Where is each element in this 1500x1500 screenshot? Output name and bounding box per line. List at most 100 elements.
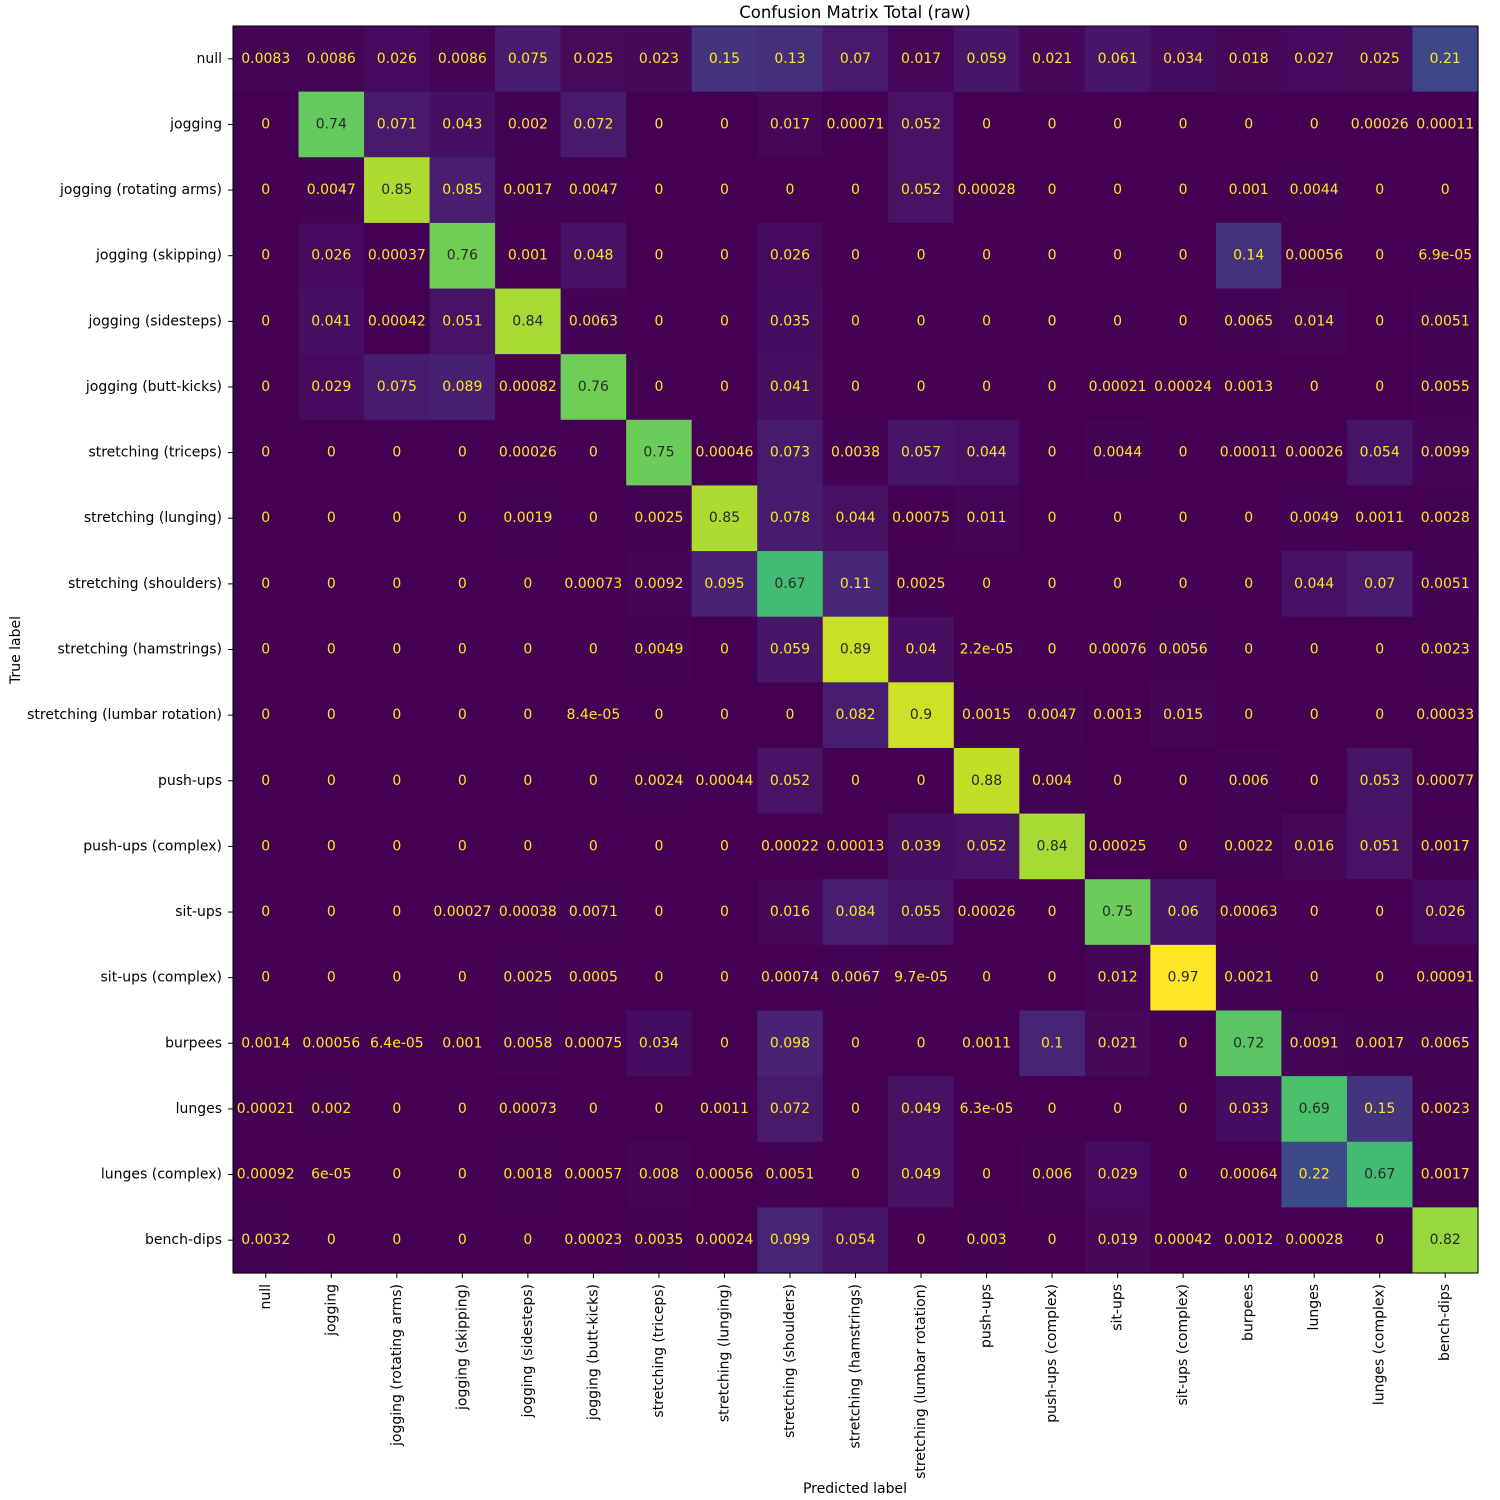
heatmap-cell: [1215, 1141, 1283, 1208]
heatmap-cell: [495, 1010, 562, 1077]
cell-value-label: 0: [458, 838, 467, 854]
cell-value-label: 0.016: [1294, 838, 1334, 854]
x-tick-label: sit-ups (complex): [1175, 1284, 1191, 1405]
cell-value-label: 0.029: [311, 379, 351, 395]
cell-value-label: 0: [523, 707, 532, 723]
cell-value-label: 0.85: [709, 510, 740, 526]
heatmap-cell: [953, 1010, 1020, 1077]
heatmap-cell: [822, 288, 889, 355]
heatmap-cell: [495, 747, 562, 815]
heatmap-cell: [1412, 1076, 1479, 1143]
heatmap-cell: [1150, 879, 1217, 946]
cell-value-label: 0.026: [770, 248, 810, 264]
heatmap-cell: [626, 747, 693, 815]
cell-value-label: 0: [392, 510, 401, 526]
heatmap-cell: [1019, 222, 1086, 290]
heatmap-cell: [560, 1207, 627, 1274]
cell-value-label: 0: [1310, 642, 1319, 658]
heatmap-cell: [757, 288, 824, 355]
cell-value-label: 0: [458, 1167, 467, 1183]
cell-value-label: 0.055: [901, 904, 941, 920]
cell-value-label: 0.059: [967, 51, 1007, 67]
heatmap-cell: [298, 616, 365, 683]
cell-value-label: 0: [1244, 707, 1253, 723]
cell-value-label: 0: [1179, 510, 1188, 526]
heatmap-cell: [888, 747, 955, 815]
heatmap-cell: [495, 1141, 562, 1208]
heatmap-cell: [1084, 222, 1151, 290]
heatmap-cell: [691, 1076, 758, 1143]
cell-value-label: 0: [392, 904, 401, 920]
cell-value-label: 0: [589, 445, 598, 461]
heatmap-cell: [1019, 1141, 1086, 1208]
heatmap-cell: [1019, 616, 1086, 683]
heatmap-cell: [429, 551, 496, 618]
cell-value-label: 0.044: [835, 510, 875, 526]
cell-value-label: 0: [1048, 510, 1057, 526]
heatmap-cell: [1346, 747, 1414, 815]
cell-value-label: 0: [654, 116, 663, 132]
cell-value-label: 0.034: [639, 1035, 679, 1051]
heatmap-cell: [1215, 879, 1283, 946]
cell-value-label: 0.048: [573, 248, 613, 264]
heatmap-cell: [691, 879, 758, 946]
cell-value-label: 0.0051: [1421, 313, 1470, 329]
heatmap-cell: [298, 419, 365, 487]
heatmap-cell: [233, 1207, 300, 1274]
heatmap-cell: [1019, 419, 1086, 487]
cell-value-label: 0: [654, 379, 663, 395]
cell-value-label: 0: [1179, 248, 1188, 264]
cell-value-label: 0.033: [1229, 1101, 1269, 1117]
cell-value-label: 0.15: [709, 51, 740, 67]
cell-value-label: 0: [917, 1232, 926, 1248]
cell-value-label: 0: [654, 1101, 663, 1117]
cell-value-label: 0.22: [1299, 1167, 1330, 1183]
cell-value-label: 0: [1179, 445, 1188, 461]
cell-value-label: 0.00057: [564, 1167, 622, 1183]
y-tick-label: lunges: [176, 1101, 222, 1117]
heatmap-cell: [626, 419, 693, 487]
heatmap-cell: [1215, 551, 1283, 618]
cell-value-label: 0: [589, 773, 598, 789]
heatmap-cell: [953, 1076, 1020, 1143]
cell-value-label: 0.0017: [503, 182, 552, 198]
heatmap-cell: [888, 222, 955, 290]
cell-value-label: 0: [458, 970, 467, 986]
cell-value-label: 0.061: [1098, 51, 1138, 67]
cell-value-label: 0.0025: [503, 970, 552, 986]
cell-value-label: 0.00071: [827, 116, 885, 132]
heatmap-cell: [298, 944, 365, 1012]
x-tick-label: push-ups (complex): [1044, 1284, 1060, 1423]
cell-value-label: 0.021: [1098, 1035, 1138, 1051]
heatmap-cell: [495, 91, 562, 158]
cell-value-label: 0: [458, 1232, 467, 1248]
heatmap-cell: [691, 485, 758, 552]
heatmap-cell: [1346, 879, 1414, 946]
heatmap-cell: [1150, 419, 1217, 487]
cell-value-label: 0.00092: [237, 1167, 295, 1183]
heatmap-cell: [495, 944, 562, 1012]
heatmap-cell: [560, 26, 627, 93]
cell-value-label: 0.0047: [569, 182, 618, 198]
cell-value-label: 0.003: [967, 1232, 1007, 1248]
x-tick-label: null: [258, 1284, 274, 1310]
cell-value-label: 0.0056: [1159, 642, 1208, 658]
heatmap-cell: [233, 288, 300, 355]
heatmap-cell: [429, 91, 496, 158]
cell-value-label: 0.089: [442, 379, 482, 395]
cell-value-label: 0: [1375, 707, 1384, 723]
cell-value-label: 0.052: [967, 838, 1007, 854]
heatmap-cell: [1412, 222, 1479, 290]
heatmap-cell: [1150, 682, 1217, 749]
cell-value-label: 0.049: [901, 1167, 941, 1183]
heatmap-cell: [626, 616, 693, 683]
cell-value-label: 0: [1310, 970, 1319, 986]
cell-value-label: 0.0017: [1421, 1167, 1470, 1183]
heatmap-cell: [888, 1010, 955, 1077]
cell-value-label: 0: [720, 642, 729, 658]
y-tick-label: null: [196, 51, 222, 67]
cell-value-label: 0: [458, 773, 467, 789]
heatmap-cell: [1412, 551, 1479, 618]
cell-value-label: 0.00011: [1220, 445, 1278, 461]
heatmap-cell: [298, 551, 365, 618]
